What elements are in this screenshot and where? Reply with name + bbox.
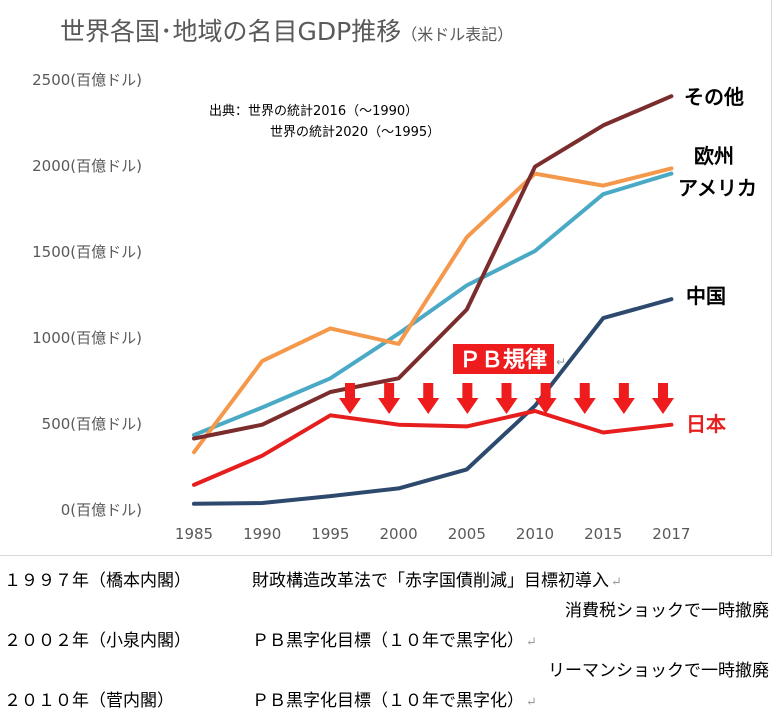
down-arrow — [417, 383, 440, 414]
return-mark: ↵ — [611, 575, 622, 590]
note-year: １９９７年（橋本内閣） — [4, 571, 191, 591]
x-tick-label: 2017 — [652, 525, 690, 543]
down-arrow — [652, 383, 674, 414]
series-label: 日本 — [686, 412, 726, 436]
down-arrow — [339, 383, 361, 414]
return-mark: ↵ — [526, 695, 537, 710]
return-mark: ↵ — [556, 355, 566, 369]
note-year: ２０１０年（菅内閣） — [4, 691, 174, 711]
note-text: ＰＢ黒字化目標（１０年で黒字化） — [252, 631, 524, 651]
title-note: （米ドル表記） — [401, 25, 513, 44]
pb-annotation: ＰＢ規律 ↵ — [339, 344, 674, 414]
down-arrow — [456, 383, 479, 414]
source-note: 出典：世界の統計2016（～1990） 世界の統計2020（～1995） — [209, 103, 440, 140]
down-arrow — [378, 383, 401, 414]
series-line-アメリカ — [192, 171, 674, 437]
series-line-その他 — [192, 94, 674, 441]
x-tick-label: 2005 — [448, 525, 486, 543]
gdp-line-chart: 世界各国･地域の名目GDP推移（米ドル表記） 0(百億ドル) 500(百億ドル) 1… — [32, 17, 757, 543]
y-tick-label: 500(百億ドル) — [42, 415, 142, 433]
series-line-欧州 — [192, 166, 674, 455]
note-right-text: 消費税ショックで一時撤廃 — [565, 601, 769, 621]
y-tick-label: 2000(百億ドル) — [32, 157, 142, 175]
return-mark: ↵ — [526, 635, 537, 650]
x-tick-label: 2015 — [584, 525, 622, 543]
note-1997-sub: 消費税ショックで一時撤廃 — [4, 596, 769, 626]
note-2002-sub: リーマンショックで一時撤廃 — [4, 656, 769, 686]
down-arrow — [612, 383, 635, 414]
source-line: 世界の統計2020（～1995） — [270, 124, 440, 140]
note-text: ＰＢ黒字化目標（１０年で黒字化） — [252, 691, 524, 711]
note-1997: １９９７年（橋本内閣） 財政構造改革法で「赤字国債削減」目標初導入 ↵ — [4, 566, 769, 596]
source-line: 出典：世界の統計2016（～1990） — [209, 103, 418, 119]
note-2002: ２００２年（小泉内閣） ＰＢ黒字化目標（１０年で黒字化） ↵ — [4, 626, 769, 656]
x-tick-label: 1990 — [243, 525, 281, 543]
chart-frame: 世界各国･地域の名目GDP推移（米ドル表記） 0(百億ドル) 500(百億ドル) 1… — [0, 0, 772, 556]
note-year: ２００２年（小泉内閣） — [4, 631, 191, 651]
y-tick-label: 1000(百億ドル) — [32, 329, 142, 347]
note-2010: ２０１０年（菅内閣） ＰＢ黒字化目標（１０年で黒字化） ↵ — [4, 686, 769, 716]
chart-title: 世界各国･地域の名目GDP推移（米ドル表記） — [60, 17, 513, 46]
y-axis: 0(百億ドル) 500(百億ドル) 1000(百億ドル) 1500(百億ドル) 2000… — [32, 71, 142, 519]
series-label: 中国 — [686, 284, 726, 308]
series-line-日本 — [192, 409, 674, 487]
down-arrow — [495, 383, 518, 414]
notes: １９９７年（橋本内閣） 財政構造改革法で「赤字国債削減」目標初導入 ↵ 消費税ショッ… — [4, 566, 769, 716]
series-layer — [192, 94, 674, 506]
x-tick-label: 1985 — [175, 525, 213, 543]
series-line-中国 — [192, 297, 674, 506]
y-tick-label: 0(百億ドル) — [61, 501, 142, 519]
y-tick-label: 2500(百億ドル) — [32, 71, 142, 89]
down-arrow — [573, 383, 596, 414]
series-label: その他 — [684, 85, 744, 109]
pb-label: ＰＢ規律 — [459, 347, 547, 373]
x-tick-label: 1995 — [311, 525, 349, 543]
pb-label-box — [453, 344, 554, 374]
note-text: 財政構造改革法で「赤字国債削減」目標初導入 — [252, 571, 609, 591]
x-axis: 1985 1990 1995 2000 2005 2010 2015 2017 — [175, 525, 691, 543]
series-label: アメリカ — [678, 176, 757, 200]
x-tick-label: 2000 — [380, 525, 418, 543]
x-tick-label: 2010 — [516, 525, 554, 543]
series-label: 欧州 — [694, 144, 734, 168]
y-tick-label: 1500(百億ドル) — [32, 243, 142, 261]
down-arrow — [534, 383, 557, 414]
note-right-text: リーマンショックで一時撤廃 — [548, 661, 769, 681]
